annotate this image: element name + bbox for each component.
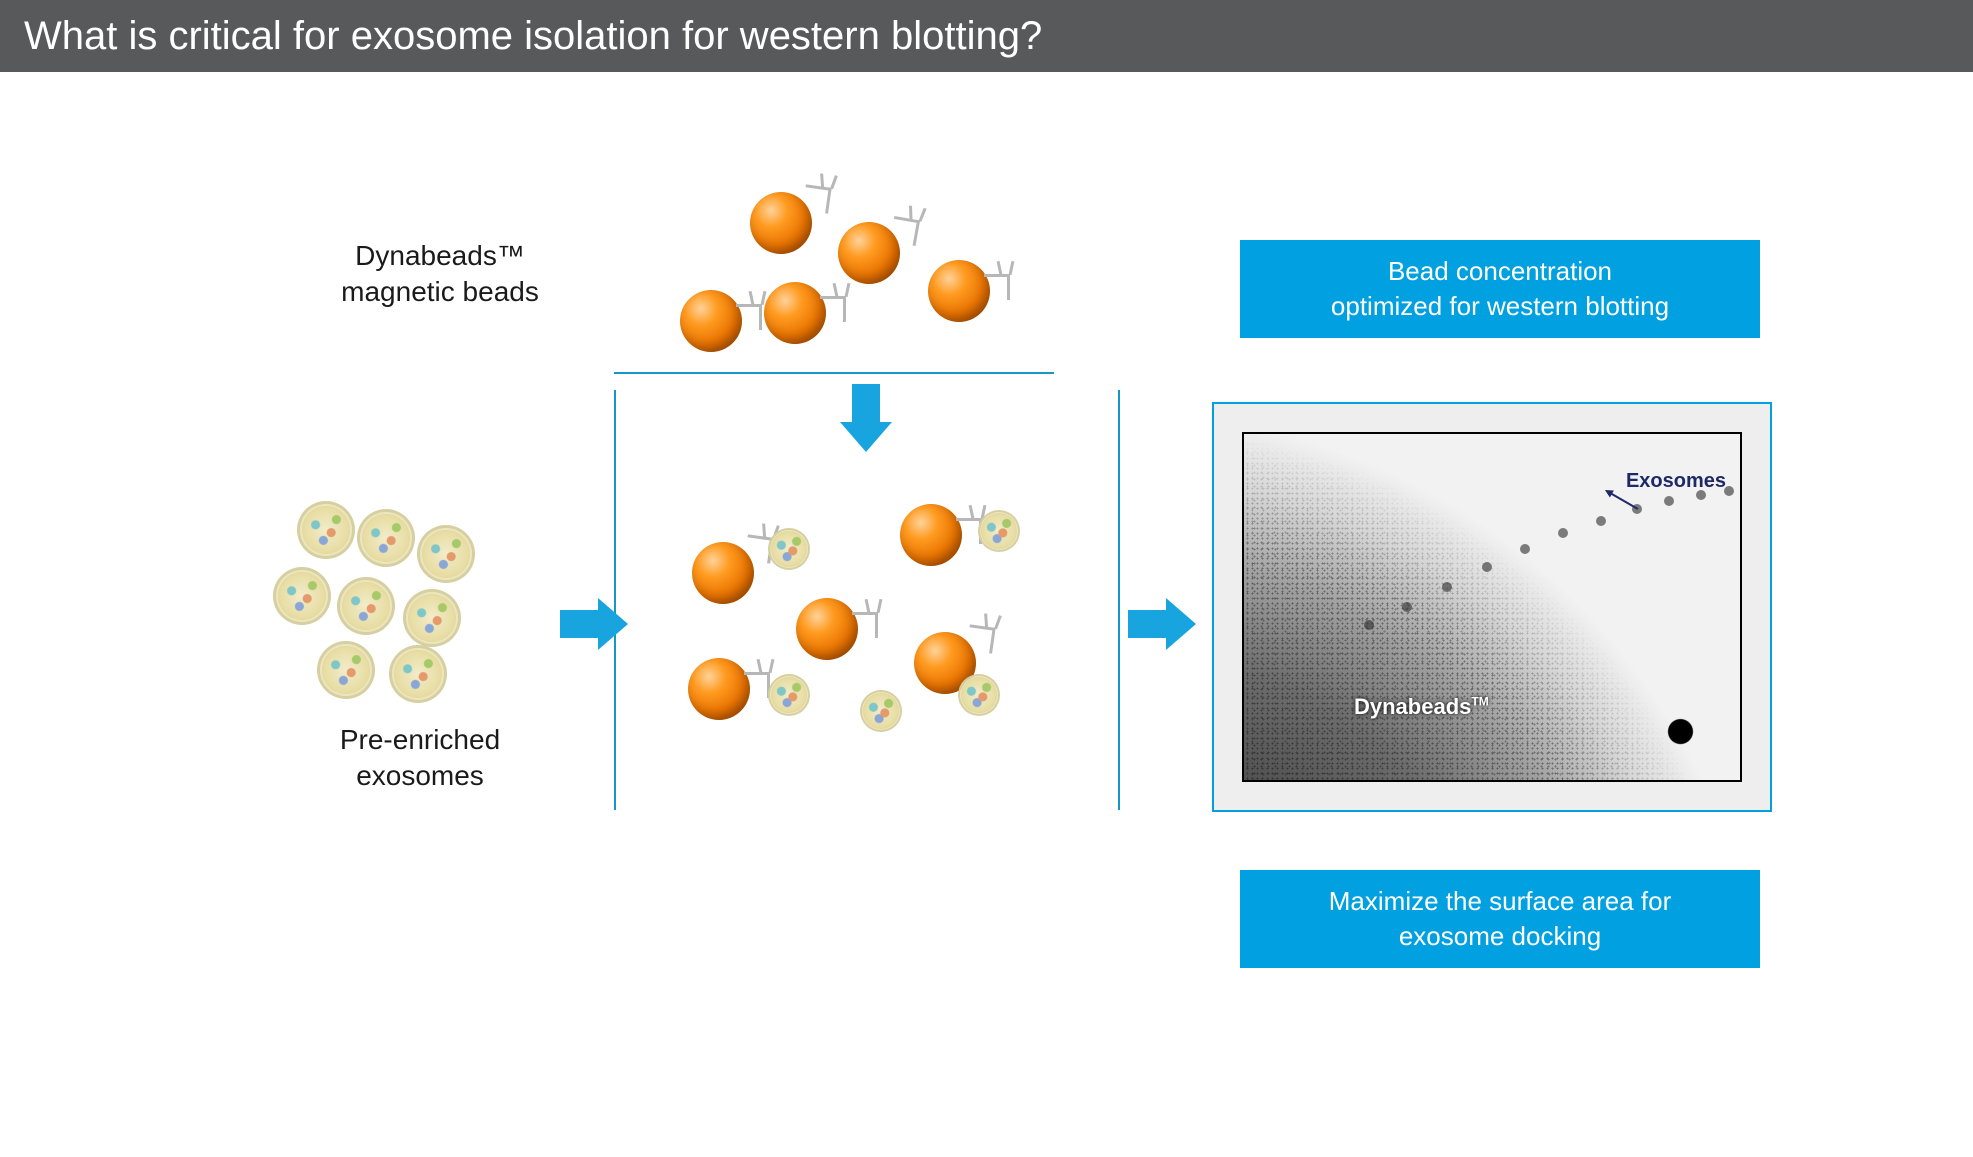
label-pre-enriched-exosomes: Pre-enrichedexosomes xyxy=(300,722,540,795)
em-exosomes-label: Exosomes xyxy=(1626,470,1726,493)
label-dynabeads: Dynabeads™magnetic beads xyxy=(300,238,580,311)
em-dynabeads-label: DynabeadsTM xyxy=(1354,694,1489,720)
em-dynabeads-text: Dynabeads xyxy=(1354,694,1471,719)
callout-surface-area: Maximize the surface area forexosome doc… xyxy=(1240,870,1760,968)
dynabead-icon xyxy=(900,504,962,566)
dynabead-icon xyxy=(750,192,812,254)
exosome-icon xyxy=(420,528,472,580)
arrow-right-icon xyxy=(560,598,628,650)
dynabead-icon xyxy=(688,658,750,720)
diagram-stage: Dynabeads™magnetic beads Pre-enrichedexo… xyxy=(0,72,1973,1157)
divider-right xyxy=(1118,390,1120,810)
exosome-icon xyxy=(980,512,1018,550)
exosome-icon xyxy=(406,592,458,644)
dynabead-icon xyxy=(928,260,990,322)
em-image: Exosomes DynabeadsTM xyxy=(1242,432,1742,782)
exosome-icon xyxy=(320,644,372,696)
divider-under-top-beads xyxy=(614,372,1054,374)
exosome-icon xyxy=(770,530,808,568)
slide-title: What is critical for exosome isolation f… xyxy=(24,14,1042,59)
dynabead-icon xyxy=(692,542,754,604)
dynabead-icon xyxy=(680,290,742,352)
exosome-icon xyxy=(862,692,900,730)
dynabead-icon xyxy=(796,598,858,660)
exosome-icon xyxy=(392,648,444,700)
exosome-icon xyxy=(960,676,998,714)
dynabead-icon xyxy=(838,222,900,284)
exosome-icon xyxy=(770,676,808,714)
callout-bead-concentration: Bead concentrationoptimized for western … xyxy=(1240,240,1760,338)
exosome-icon xyxy=(300,504,352,556)
exosome-icon xyxy=(276,570,328,622)
slide-header: What is critical for exosome isolation f… xyxy=(0,0,1973,72)
arrow-down-icon xyxy=(840,384,892,452)
em-dynabeads-tm: TM xyxy=(1471,695,1488,709)
exosome-icon xyxy=(340,580,392,632)
arrow-right-icon xyxy=(1128,598,1196,650)
em-image-frame: Exosomes DynabeadsTM xyxy=(1212,402,1772,812)
exosome-icon xyxy=(360,512,412,564)
dynabead-icon xyxy=(764,282,826,344)
